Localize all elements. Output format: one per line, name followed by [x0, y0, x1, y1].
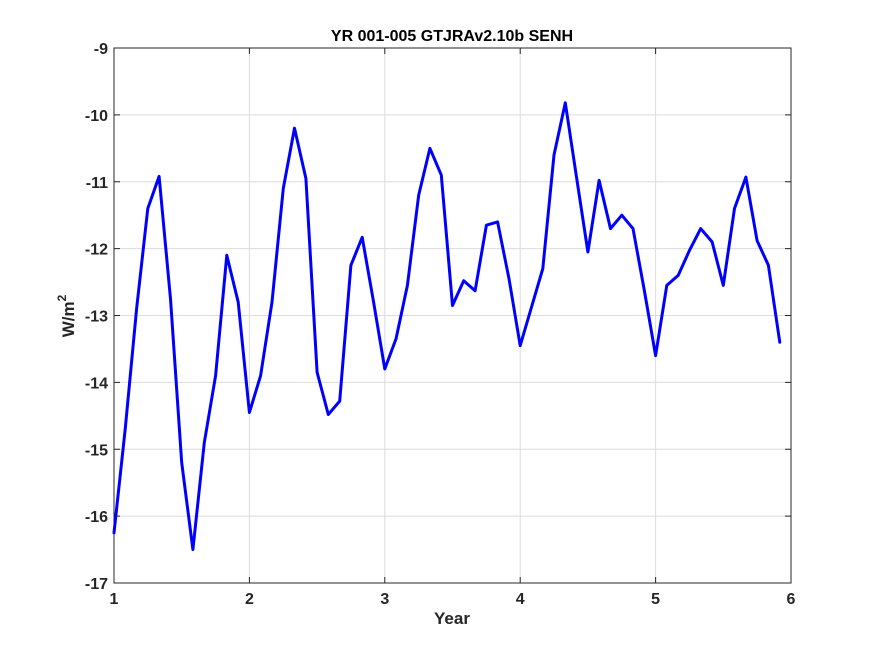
y-tick-label: -14 — [85, 375, 108, 392]
chart-title: YR 001-005 GTJRAv2.10b SENH — [331, 28, 573, 45]
x-tick-label: 5 — [651, 591, 660, 608]
y-tick-label: -12 — [85, 242, 108, 259]
x-tick-label: 3 — [380, 591, 389, 608]
x-tick-label: 1 — [110, 591, 119, 608]
y-tick-labels: -9 -10 -11 -12 -13 -14 -15 -16 -17 — [85, 41, 108, 593]
grid-lines — [114, 48, 791, 583]
x-tick-labels: 1 2 3 4 5 6 — [110, 591, 796, 608]
y-tick-label: -10 — [85, 108, 108, 125]
y-tick-label: -9 — [94, 41, 108, 58]
y-tick-label: -17 — [85, 576, 108, 593]
y-tick-label: -13 — [85, 309, 108, 326]
x-tick-label: 4 — [516, 591, 525, 608]
y-axis-label-superscript: 2 — [55, 294, 69, 301]
x-axis-label: Year — [434, 609, 470, 628]
y-tick-label: -15 — [85, 442, 108, 459]
x-tick-label: 2 — [245, 591, 254, 608]
series-line — [112, 101, 782, 552]
x-tick-label: 6 — [787, 591, 796, 608]
y-tick-label: -16 — [85, 509, 108, 526]
axis-ticks — [113, 47, 792, 584]
y-axis-label: W/m2 — [55, 294, 78, 337]
plot-area — [113, 47, 792, 584]
series-layer — [112, 101, 782, 552]
y-tick-label: -11 — [86, 175, 108, 192]
y-axis-label-base: W/m — [59, 301, 78, 337]
